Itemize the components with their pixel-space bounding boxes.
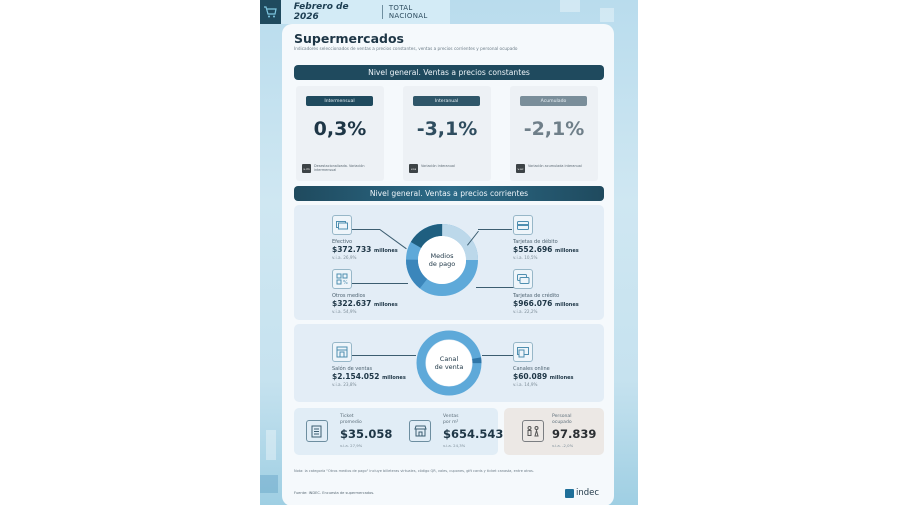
svg-text:Medios: Medios bbox=[431, 252, 455, 260]
content-card: Supermercados Indicadores seleccionados … bbox=[282, 24, 614, 505]
channel-item-salon: Salón de ventas $2.154.052 millones v.i.… bbox=[332, 342, 406, 387]
cart-icon bbox=[260, 0, 281, 24]
connector-line bbox=[348, 283, 408, 284]
item-label: Efectivo bbox=[332, 239, 353, 245]
note-text: Desestacionalizada. Variación intermensu… bbox=[314, 164, 365, 173]
debit-card-icon bbox=[513, 215, 533, 235]
payment-item-otros: % Otros medios $322.637 millones v.i.a. … bbox=[332, 269, 398, 314]
decor-pixel bbox=[600, 8, 614, 22]
item-label: Tarjetas de crédito bbox=[513, 293, 560, 299]
kpi-badge: Intermensual bbox=[306, 96, 373, 106]
indicator-value: $654.543 bbox=[443, 427, 504, 441]
kpi-badge: Interanual bbox=[413, 96, 480, 106]
item-amount: $966.076 millones bbox=[513, 299, 579, 308]
kpi-badge: Acumulado bbox=[520, 96, 587, 106]
source-note: Fuente: INDEC. Encuesta de supermercados… bbox=[294, 491, 375, 495]
personnel-panel: Personal ocupado 97.839 v.i.a. -2,0% bbox=[504, 408, 604, 455]
item-variation: v.i.a. 14,9% bbox=[513, 382, 538, 387]
decor-pixel bbox=[560, 0, 580, 12]
connector-line bbox=[350, 355, 416, 356]
receipt-icon bbox=[306, 420, 328, 442]
payment-methods-panel: Medios de pago Efectivo $372.733 millone… bbox=[294, 205, 604, 320]
connector-line bbox=[348, 229, 380, 230]
svg-text:Canal: Canal bbox=[440, 355, 459, 363]
svg-text:%: % bbox=[343, 280, 348, 285]
decor-pixel bbox=[266, 430, 276, 460]
note-text: Variación acumulada interanual bbox=[528, 164, 582, 168]
item-label: Salón de ventas bbox=[332, 366, 373, 372]
item-variation: v.i.a. 22,2% bbox=[513, 309, 538, 314]
sales-channel-panel: Canal de venta Salón de ventas $2.154.05… bbox=[294, 324, 604, 402]
page-subtitle: Indicadores seleccionados de ventas a pr… bbox=[294, 46, 518, 51]
item-amount: $2.154.052 millones bbox=[332, 372, 406, 381]
payment-item-efectivo: Efectivo $372.733 millones v.i.a. 26,9% bbox=[332, 215, 398, 260]
connector-line bbox=[476, 287, 514, 288]
payment-item-debito: Tarjetas de débito $552.696 millones v.i… bbox=[513, 215, 579, 260]
item-variation: v.i.a. 54,9% bbox=[332, 309, 357, 314]
indicator-variation: v.i.a. -2,0% bbox=[552, 443, 574, 448]
indicator-variation: v.i.a. 27,9% bbox=[340, 443, 363, 448]
item-label: Canales online bbox=[513, 366, 550, 372]
indicator-label: Ventas por m² bbox=[443, 414, 459, 425]
note-code-icon: s.im bbox=[302, 164, 311, 173]
note-text: Variación interanual bbox=[421, 164, 455, 168]
svg-text:de venta: de venta bbox=[435, 363, 464, 371]
scope-label: TOTAL NACIONAL bbox=[388, 4, 428, 20]
infographic-page: Febrero de 2026 TOTAL NACIONAL Supermerc… bbox=[260, 0, 638, 505]
connector-line bbox=[482, 355, 513, 356]
kpi-value: 0,3% bbox=[313, 118, 367, 140]
item-amount: $552.696 millones bbox=[513, 245, 579, 254]
cash-icon bbox=[332, 215, 352, 235]
connector-line bbox=[478, 229, 512, 230]
online-icon bbox=[513, 342, 533, 362]
page-title: Supermercados bbox=[294, 31, 404, 46]
item-amount: $60.089 millones bbox=[513, 372, 574, 381]
credit-card-icon bbox=[513, 269, 533, 289]
kpi-acumulado: Acumulado -2,1% v.ac Variación acumulada… bbox=[510, 86, 598, 181]
store-icon bbox=[332, 342, 352, 362]
item-amount: $322.637 millones bbox=[332, 299, 398, 308]
item-variation: v.i.a. 10,5% bbox=[513, 255, 538, 260]
indicator-value: $35.058 bbox=[340, 427, 393, 441]
indec-logo-icon bbox=[565, 488, 574, 498]
indicator-label: Personal ocupado bbox=[552, 414, 572, 425]
note-code-icon: v.ac bbox=[516, 164, 525, 173]
section-header-current: Nivel general. Ventas a precios corrient… bbox=[294, 186, 604, 201]
divider bbox=[381, 5, 383, 19]
item-variation: v.i.a. 23,8% bbox=[332, 382, 357, 387]
qr-code-icon: % bbox=[332, 269, 352, 289]
indec-logo-text: indec bbox=[576, 488, 600, 498]
storefront-icon bbox=[409, 420, 431, 442]
channel-donut-chart: Canal de venta bbox=[416, 330, 482, 396]
indec-logo: indec bbox=[565, 488, 599, 498]
item-label: Tarjetas de débito bbox=[513, 239, 558, 245]
item-amount: $372.733 millones bbox=[332, 245, 398, 254]
people-icon bbox=[522, 420, 544, 442]
kpi-intermensual: Intermensual 0,3% s.im Desestacionalizad… bbox=[296, 86, 384, 181]
kpi-value: -3,1% bbox=[416, 118, 478, 140]
kpi-value: -2,1% bbox=[523, 118, 585, 140]
indicator-label: Ticket promedio bbox=[340, 414, 362, 425]
kpi-note: v.ia Variación interanual bbox=[409, 164, 491, 173]
channel-item-online: Canales online $60.089 millones v.i.a. 1… bbox=[513, 342, 574, 387]
top-bar: Febrero de 2026 TOTAL NACIONAL bbox=[260, 0, 450, 24]
indicator-variation: v.i.a. 24,3% bbox=[443, 443, 466, 448]
kpi-interanual: Interanual -3,1% v.ia Variación interanu… bbox=[403, 86, 491, 181]
indicators-panel: Ticket promedio $35.058 v.i.a. 27,9% Vent… bbox=[294, 408, 503, 455]
decor-pixel bbox=[260, 475, 278, 493]
period-date: Febrero de 2026 bbox=[293, 2, 349, 22]
item-label: Otros medios bbox=[332, 293, 366, 299]
kpi-note: v.ac Variación acumulada interanual bbox=[516, 164, 598, 173]
indicator-value: 97.839 bbox=[552, 427, 597, 441]
footnote: Nota: la categoría "Otros medios de pago… bbox=[294, 469, 534, 473]
section-header-constant: Nivel general. Ventas a precios constant… bbox=[294, 65, 604, 80]
note-code-icon: v.ia bbox=[409, 164, 418, 173]
payment-donut-chart: Medios de pago bbox=[406, 224, 479, 296]
svg-text:de pago: de pago bbox=[429, 260, 455, 268]
kpi-note: s.im Desestacionalizada. Variación inter… bbox=[302, 164, 384, 173]
item-variation: v.i.a. 26,9% bbox=[332, 255, 357, 260]
payment-item-credito: Tarjetas de crédito $966.076 millones v.… bbox=[513, 269, 579, 314]
